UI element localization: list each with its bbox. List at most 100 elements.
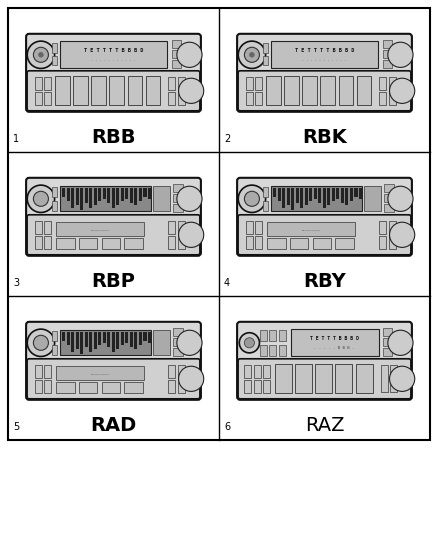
Bar [67, 188, 70, 201]
Bar [168, 236, 176, 249]
Text: - - - - - B B B -: - - - - - B B B - [314, 346, 355, 350]
Bar [52, 43, 57, 53]
Bar [385, 184, 394, 191]
Circle shape [177, 330, 202, 356]
Bar [350, 188, 353, 201]
Circle shape [38, 52, 44, 58]
Bar [110, 76, 124, 105]
Bar [44, 236, 51, 249]
Bar [143, 188, 147, 197]
Bar [71, 188, 74, 208]
Circle shape [388, 42, 413, 67]
Bar [94, 188, 97, 205]
Bar [295, 365, 312, 393]
Text: RBY: RBY [303, 272, 346, 291]
Bar [153, 186, 170, 212]
Bar [263, 43, 268, 53]
Text: RAD: RAD [90, 416, 137, 435]
Bar [291, 188, 294, 210]
Bar [173, 194, 183, 202]
Bar [62, 188, 65, 197]
Circle shape [27, 41, 55, 68]
Bar [364, 186, 381, 212]
FancyBboxPatch shape [26, 178, 201, 256]
Bar [302, 76, 317, 105]
Bar [244, 380, 251, 393]
Bar [52, 55, 57, 65]
Bar [263, 365, 270, 378]
Bar [85, 332, 88, 347]
Bar [389, 221, 396, 233]
Bar [260, 345, 267, 357]
Bar [254, 380, 261, 393]
Bar [55, 76, 70, 105]
Circle shape [179, 222, 204, 247]
Bar [172, 50, 181, 58]
Bar [134, 188, 138, 205]
Bar [383, 50, 392, 58]
Text: RBP: RBP [92, 272, 135, 291]
Bar [79, 238, 98, 249]
Bar [389, 236, 396, 249]
Bar [85, 188, 88, 203]
Bar [178, 365, 185, 378]
Circle shape [177, 42, 202, 67]
Bar [52, 201, 57, 211]
Circle shape [388, 330, 413, 356]
Bar [246, 221, 253, 233]
Bar [56, 366, 144, 380]
Bar [178, 380, 185, 393]
Bar [379, 236, 386, 249]
Bar [354, 188, 357, 197]
Bar [356, 365, 373, 393]
Bar [148, 188, 151, 199]
FancyBboxPatch shape [237, 178, 412, 256]
Bar [173, 328, 183, 336]
Bar [35, 380, 42, 393]
Bar [318, 188, 321, 203]
Bar [336, 365, 352, 393]
Bar [153, 330, 170, 356]
Circle shape [239, 333, 259, 353]
Bar [76, 188, 79, 205]
Bar [255, 92, 262, 105]
Circle shape [244, 338, 254, 348]
Bar [44, 221, 51, 233]
Bar [173, 348, 183, 356]
Text: T E T T T T B B B D: T E T T T T B B B D [84, 48, 143, 53]
Bar [381, 365, 388, 392]
Bar [336, 238, 354, 249]
Text: 6: 6 [224, 422, 230, 432]
Bar [314, 188, 317, 199]
Bar [269, 330, 276, 341]
Bar [52, 187, 57, 197]
Bar [80, 332, 83, 354]
Bar [313, 238, 331, 249]
Bar [168, 77, 176, 90]
Bar [290, 238, 308, 249]
FancyBboxPatch shape [237, 34, 412, 112]
Bar [56, 222, 144, 236]
Bar [271, 41, 378, 68]
Circle shape [177, 186, 202, 212]
Bar [92, 76, 106, 105]
Bar [125, 332, 128, 343]
Bar [35, 365, 42, 378]
Bar [379, 221, 386, 233]
Bar [246, 236, 253, 249]
Bar [52, 345, 57, 355]
FancyBboxPatch shape [238, 71, 411, 111]
Bar [89, 332, 92, 352]
Text: 5: 5 [13, 422, 19, 432]
Bar [279, 345, 286, 357]
Bar [385, 194, 394, 202]
Bar [76, 332, 79, 350]
Bar [71, 332, 74, 352]
Circle shape [27, 185, 55, 213]
Bar [246, 77, 253, 90]
Circle shape [389, 78, 415, 103]
Circle shape [179, 78, 204, 103]
Bar [255, 236, 262, 249]
Bar [124, 382, 143, 393]
Bar [121, 332, 124, 345]
